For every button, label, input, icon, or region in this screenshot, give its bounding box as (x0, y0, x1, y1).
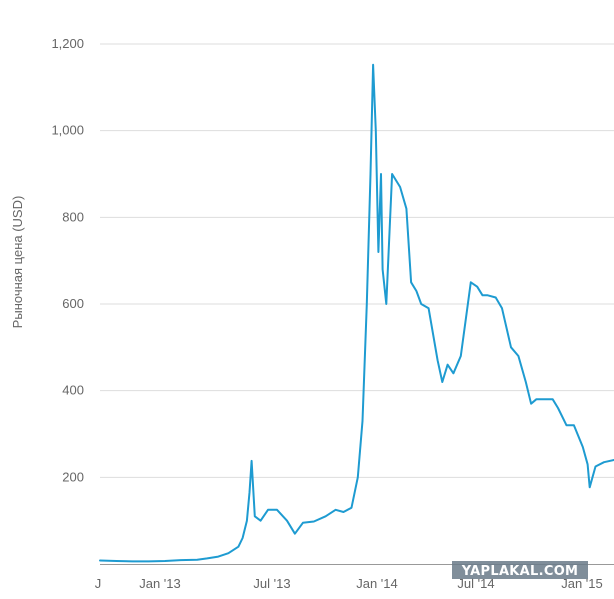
series-line (99, 63, 614, 563)
y-tick-label: 200 (62, 469, 84, 484)
y-tick-label: 1,000 (51, 123, 84, 138)
x-tick-label: J (95, 576, 102, 591)
y-axis-labels: 200 400 600 800 1,000 1,200 (51, 36, 84, 484)
y-tick-label: 800 (62, 209, 84, 224)
watermark-text: YAPLAKAL.COM (461, 564, 579, 579)
x-tick-label: Jul '14 (457, 576, 494, 591)
watermark: YAPLAKAL.COM (452, 561, 588, 579)
x-tick-label: Jul '13 (253, 576, 290, 591)
y-axis-title: Рыночная цена (USD) (10, 196, 25, 329)
x-tick-label: Jan '13 (139, 576, 181, 591)
x-tick-label: Jan '15 (561, 576, 603, 591)
series-layer (99, 63, 614, 563)
x-axis-ticks: J Jan '13 Jul '13 Jan '14 Jul '14 Jan '15 (95, 576, 603, 591)
gridlines (100, 43, 614, 478)
y-tick-label: 600 (62, 296, 84, 311)
y-tick-label: 400 (62, 383, 84, 398)
x-tick-label: Jan '14 (356, 576, 398, 591)
y-tick-label: 1,200 (51, 36, 84, 51)
watermark-background (452, 561, 588, 579)
